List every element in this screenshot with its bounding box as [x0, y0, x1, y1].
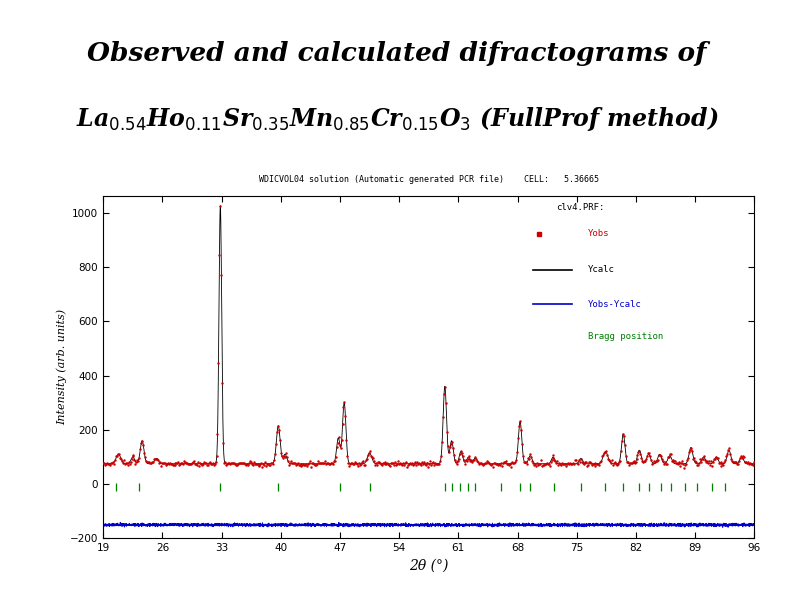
X-axis label: 2θ (°): 2θ (°) — [409, 559, 449, 573]
Text: Bragg position: Bragg position — [588, 332, 664, 341]
Text: WDICVOL04 solution (Automatic generated PCR file)    CELL:   5.36665: WDICVOL04 solution (Automatic generated … — [259, 176, 599, 184]
Text: clv4.PRF:: clv4.PRF: — [556, 203, 604, 212]
Text: Yobs-Ycalc: Yobs-Ycalc — [588, 300, 642, 309]
Text: Ycalc: Ycalc — [588, 265, 615, 274]
Text: La$_{0.54}$Ho$_{0.11}$Sr$_{0.35}$Mn$_{0.85}$Cr$_{0.15}$O$_3$ (FullProf method): La$_{0.54}$Ho$_{0.11}$Sr$_{0.35}$Mn$_{0.… — [75, 105, 719, 133]
Text: Yobs: Yobs — [588, 230, 610, 239]
Y-axis label: Intensity (arb. units): Intensity (arb. units) — [56, 309, 67, 425]
Text: Observed and calculated difractograms of: Observed and calculated difractograms of — [87, 41, 707, 66]
